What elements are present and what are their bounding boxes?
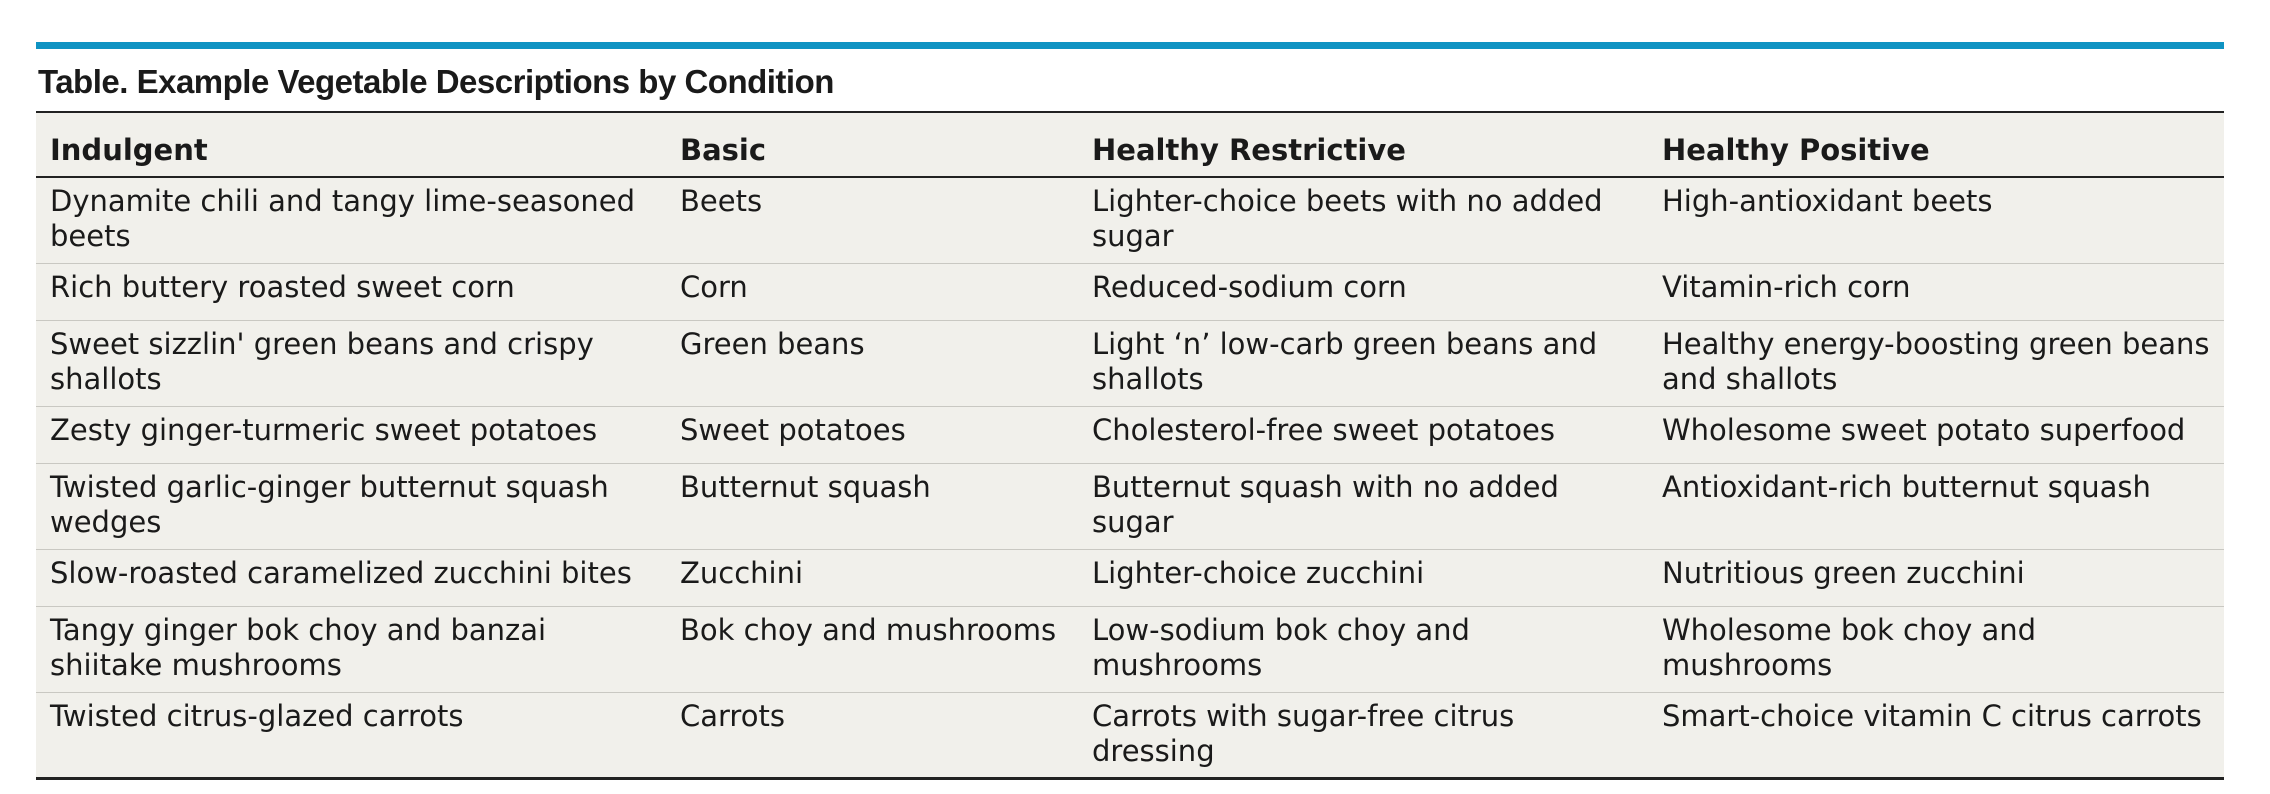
table-cell: Twisted garlic-ginger butternut squash w… <box>36 463 666 550</box>
table-cell: Wholesome sweet potato superfood <box>1648 406 2224 464</box>
column-header-basic: Basic <box>666 113 1078 178</box>
table-cell: Nutritious green zucchini <box>1648 549 2224 607</box>
table-cell: Sweet sizzlin' green beans and crispy sh… <box>36 320 666 407</box>
vegetable-descriptions-table: Indulgent Basic Healthy Restrictive Heal… <box>36 113 2224 780</box>
table-cell: Antioxidant-rich butternut squash <box>1648 463 2224 550</box>
table-cell: Bok choy and mushrooms <box>666 606 1078 693</box>
table-cell: Light ‘n’ low-carb green beans and shall… <box>1078 320 1648 407</box>
table-cell: Carrots with sugar-free citrus dressing <box>1092 698 1515 768</box>
table-cell: Reduced-sodium corn <box>1078 263 1648 321</box>
table-cell: Slow-roasted caramelized zucchini bites <box>36 549 666 607</box>
table-cell: Sweet potatoes <box>666 406 1078 464</box>
table-cell: Low-sodium bok choy and mushrooms <box>1078 606 1648 693</box>
header-row: Indulgent Basic Healthy Restrictive Heal… <box>36 113 2224 178</box>
table-cell: Healthy energy-boosting green beans and … <box>1648 320 2224 407</box>
table-cell: Beets <box>666 177 1078 264</box>
table-cell: Butternut squash <box>666 463 1078 550</box>
table-cell: Rich buttery roasted sweet corn <box>36 263 666 321</box>
table-container: Table. Example Vegetable Descriptions by… <box>36 42 2224 780</box>
table-caption: Table. Example Vegetable Descriptions by… <box>36 49 2224 113</box>
table-cell: High-antioxidant beets <box>1648 177 2224 264</box>
table-cell: Cholesterol-free sweet potatoes <box>1078 406 1648 464</box>
column-header-healthy-positive: Healthy Positive <box>1648 113 2224 178</box>
table-row: Twisted citrus-glazed carrots Carrots Ca… <box>36 692 2224 778</box>
table-row: Twisted garlic-ginger butternut squash w… <box>36 463 2224 550</box>
table-cell: Green beans <box>666 320 1078 407</box>
table-cell: Corn <box>666 263 1078 321</box>
table-cell: Tangy ginger bok choy and banzai shiitak… <box>36 606 666 693</box>
table-row: Zesty ginger-turmeric sweet potatoes Swe… <box>36 406 2224 464</box>
table-cell: Zucchini <box>666 549 1078 607</box>
table-cell: Dynamite chili and tangy lime-seasoned b… <box>36 177 666 264</box>
table-cell: Zesty ginger-turmeric sweet potatoes <box>36 406 666 464</box>
table-row: Dynamite chili and tangy lime-seasoned b… <box>36 177 2224 264</box>
table-cell: Lighter-choice beets with no added sugar <box>1078 177 1648 264</box>
table-cell: Vitamin-rich corn <box>1648 263 2224 321</box>
table-row: Tangy ginger bok choy and banzai shiitak… <box>36 606 2224 693</box>
table-cell: Twisted citrus-glazed carrots <box>50 698 464 733</box>
column-header-healthy-restrictive: Healthy Restrictive <box>1078 113 1648 178</box>
table-row: Sweet sizzlin' green beans and crispy sh… <box>36 320 2224 407</box>
table-row: Rich buttery roasted sweet corn Corn Red… <box>36 263 2224 321</box>
table-cell: Butternut squash with no added sugar <box>1078 463 1648 550</box>
column-header-indulgent: Indulgent <box>36 113 666 178</box>
accent-rule <box>36 42 2224 49</box>
table-cell: Smart-choice vitamin C citrus carrots <box>1662 698 2202 733</box>
table-cell: Lighter-choice zucchini <box>1078 549 1648 607</box>
table-row: Slow-roasted caramelized zucchini bites … <box>36 549 2224 607</box>
table-cell: Wholesome bok choy and mushrooms <box>1648 606 2224 693</box>
table-cell: Carrots <box>680 698 785 733</box>
